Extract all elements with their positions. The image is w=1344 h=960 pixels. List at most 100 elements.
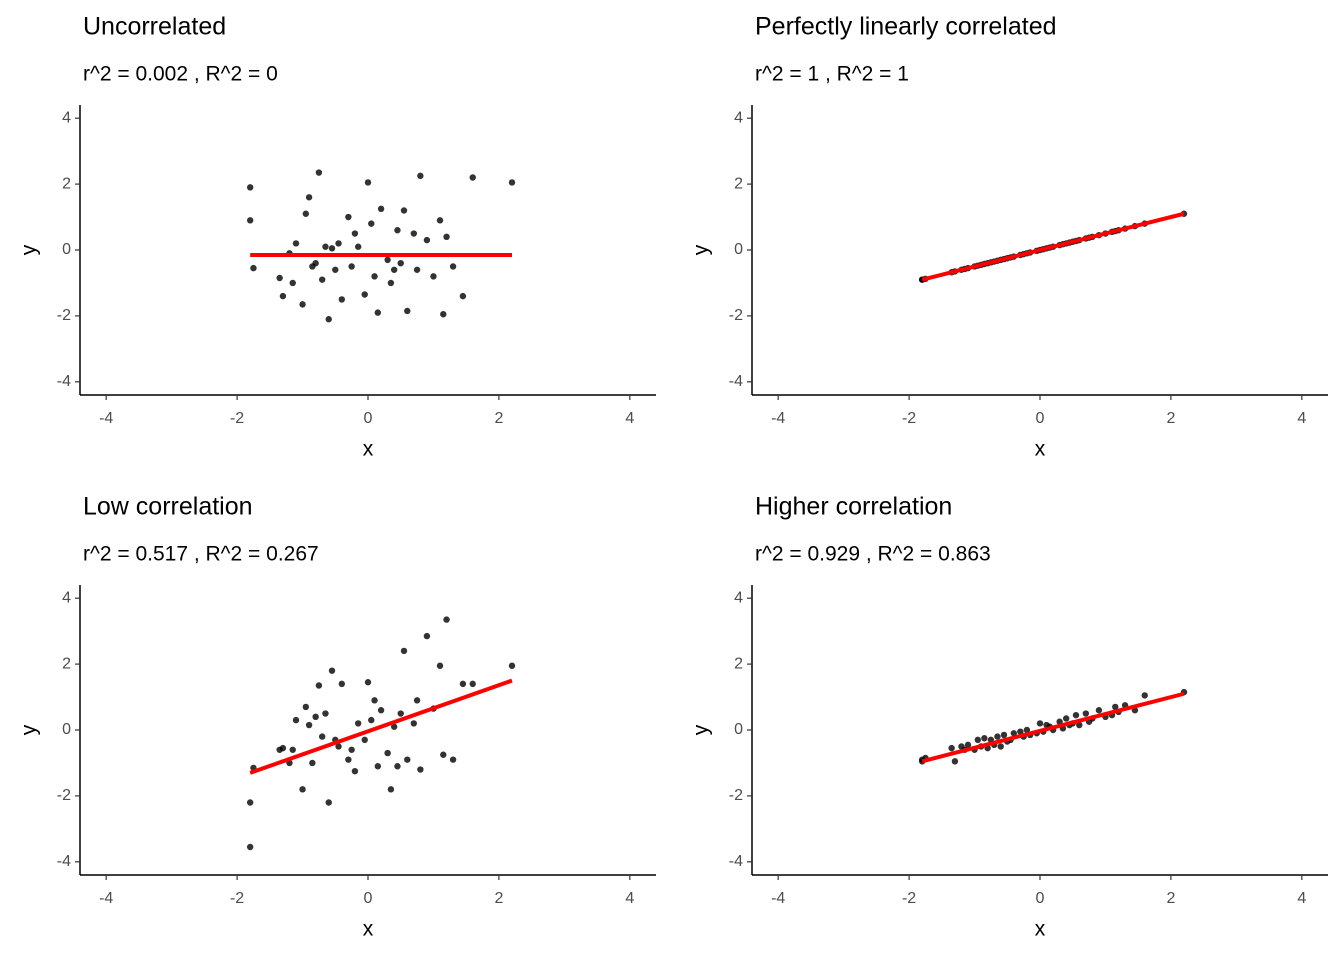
x-tick-label: 0: [1036, 890, 1045, 907]
point: [1082, 710, 1090, 717]
x-tick-label: 4: [625, 890, 634, 907]
point: [387, 786, 395, 793]
y-tick-label: -4: [57, 853, 71, 870]
y-tick-label: 4: [734, 109, 743, 126]
point: [459, 680, 467, 688]
y-axis-title: y: [18, 244, 41, 255]
point: [1036, 720, 1044, 727]
y-tick-label: -2: [57, 787, 71, 804]
point: [309, 759, 316, 767]
panel: Higher correlation r^2 = 0.929 , R^2 = 0.…: [690, 493, 1328, 941]
point: [315, 682, 323, 689]
y-tick-label: 4: [62, 109, 71, 126]
y-tick-label: 0: [734, 241, 743, 258]
fit-line: [921, 211, 1185, 282]
x-tick-label: -2: [902, 890, 916, 907]
x-tick-label: 2: [494, 410, 503, 427]
x-axis-title: x: [1035, 438, 1046, 461]
y-tick-label: -2: [57, 307, 71, 324]
point: [964, 741, 972, 749]
point: [390, 723, 398, 730]
point: [338, 680, 346, 688]
point: [948, 744, 955, 752]
point: [423, 236, 431, 244]
point: [351, 230, 359, 237]
point: [394, 763, 401, 770]
point: [423, 632, 431, 640]
y-tick-label: 4: [734, 589, 743, 606]
point: [1017, 728, 1024, 735]
point: [1010, 730, 1018, 737]
point: [459, 292, 467, 300]
panel: Uncorrelated r^2 = 0.002 , R^2 = 0 -4 -2 0 2 4…: [18, 13, 656, 461]
panel-subtitle: r^2 = 0.002 , R^2 = 0: [83, 63, 278, 86]
point: [345, 756, 352, 763]
point: [328, 245, 336, 252]
point: [417, 172, 424, 180]
point: [318, 276, 326, 283]
panel: Perfectly linearly correlated r^2 = 1 , R…: [690, 13, 1328, 461]
point: [279, 744, 287, 752]
point: [325, 316, 332, 323]
y-tick-label: -2: [729, 787, 743, 804]
point: [351, 767, 359, 775]
point: [302, 703, 310, 711]
point: [364, 679, 372, 686]
point: [364, 179, 372, 186]
point: [302, 210, 310, 217]
point: [335, 240, 342, 247]
point: [305, 721, 313, 729]
panel-subtitle: r^2 = 0.929 , R^2 = 0.863: [755, 543, 991, 566]
point: [469, 174, 476, 181]
point: [1000, 731, 1008, 739]
x-tick-label: -4: [99, 410, 113, 427]
y-tick-label: 0: [734, 721, 743, 738]
point: [404, 756, 411, 763]
point: [410, 720, 418, 727]
point: [430, 273, 437, 280]
point: [348, 746, 355, 753]
point: [246, 184, 254, 191]
fit-line: [249, 678, 513, 775]
x-axis-title: x: [1035, 918, 1046, 941]
point: [443, 616, 450, 623]
panel-title: Uncorrelated: [83, 13, 226, 41]
point: [400, 207, 408, 214]
x-tick-label: 4: [1297, 890, 1306, 907]
y-tick-label: 2: [62, 655, 71, 672]
x-tick-label: -2: [230, 410, 244, 427]
point: [322, 243, 329, 250]
point: [1095, 707, 1103, 714]
y-tick-label: -4: [57, 373, 71, 390]
y-axis-title: y: [690, 724, 713, 735]
point: [400, 647, 408, 655]
x-tick-label: 4: [625, 410, 634, 427]
point: [413, 697, 421, 704]
x-tick-label: -4: [771, 890, 785, 907]
point: [374, 309, 382, 316]
point: [246, 843, 254, 851]
point: [394, 227, 401, 234]
x-tick-label: 0: [364, 410, 373, 427]
x-tick-label: 0: [1036, 410, 1045, 427]
point: [279, 292, 287, 300]
panel-title: Higher correlation: [755, 493, 952, 521]
point: [417, 766, 424, 773]
point: [994, 733, 1001, 740]
point: [981, 735, 988, 742]
point: [440, 751, 447, 758]
point: [1141, 692, 1148, 699]
point: [371, 273, 378, 280]
point: [390, 266, 398, 273]
point: [397, 259, 404, 267]
panel-title: Low correlation: [83, 493, 253, 521]
y-tick-label: -2: [729, 307, 743, 324]
x-tick-label: 4: [1297, 410, 1306, 427]
point: [312, 259, 319, 267]
point: [322, 710, 329, 717]
y-tick-label: -4: [729, 373, 743, 390]
point: [443, 233, 450, 241]
point: [387, 279, 395, 287]
point: [325, 799, 332, 806]
point: [328, 667, 336, 674]
